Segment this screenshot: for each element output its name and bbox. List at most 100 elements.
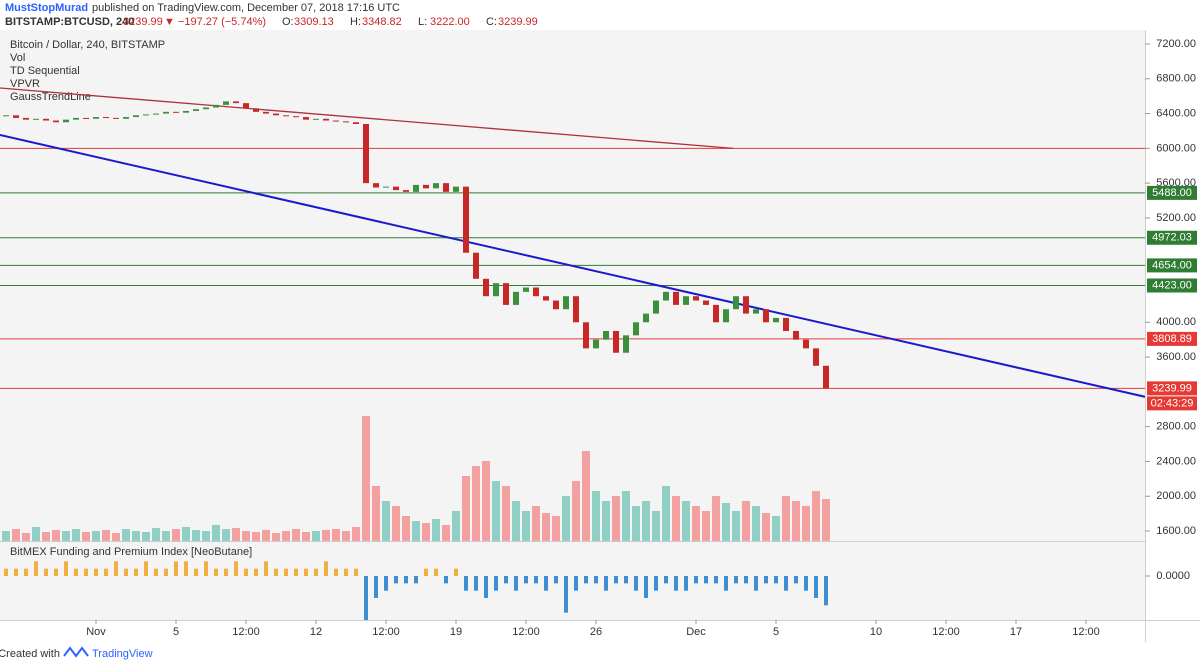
volume-bar xyxy=(212,525,220,541)
candle xyxy=(253,108,259,112)
volume-bar xyxy=(432,519,440,541)
candle xyxy=(593,339,599,349)
volume-bar xyxy=(62,531,70,541)
candle xyxy=(823,365,829,389)
volume-bar xyxy=(362,416,370,541)
volume-bar xyxy=(732,511,740,541)
candle xyxy=(533,287,539,297)
y-tick-label: 2800.00 xyxy=(1156,421,1196,433)
x-tick-label: 12 xyxy=(310,626,322,638)
price-label-box xyxy=(1147,230,1197,245)
candle xyxy=(133,115,139,118)
candle xyxy=(603,330,609,340)
candle xyxy=(633,322,639,336)
volume-bar xyxy=(392,506,400,541)
volume-bar xyxy=(452,511,460,541)
volume-bar xyxy=(492,481,500,541)
volume-bar xyxy=(112,533,120,541)
y-tick-label: 1600.00 xyxy=(1156,525,1196,537)
price-label-box xyxy=(1147,258,1197,273)
funding-bar xyxy=(224,568,228,576)
candle xyxy=(493,283,499,297)
x-tick-label: 12:00 xyxy=(372,626,400,638)
symbol: BITSTAMP:BTCUSD, 240 xyxy=(5,16,134,28)
volume-bar xyxy=(462,476,470,541)
candle xyxy=(323,118,329,121)
candle xyxy=(773,317,779,323)
candle xyxy=(393,186,399,191)
candle xyxy=(293,116,299,118)
ohlc-key: H: xyxy=(350,16,361,28)
volume-bar xyxy=(252,532,260,541)
funding-bar xyxy=(544,576,548,591)
candle xyxy=(403,190,409,192)
volume-bar xyxy=(172,529,180,541)
funding-bar xyxy=(654,576,658,591)
volume-bar xyxy=(232,528,240,541)
funding-bar xyxy=(714,576,718,584)
trendline xyxy=(0,133,1145,398)
footer-brand[interactable]: TradingView xyxy=(92,648,153,660)
price-label: 3808.89 xyxy=(1152,333,1192,345)
x-tick-label: 12:00 xyxy=(1072,626,1100,638)
volume-bar xyxy=(102,530,110,541)
pane-title: BitMEX Funding and Premium Index [NeoBut… xyxy=(10,546,252,558)
funding-bar xyxy=(774,576,778,584)
funding-bar xyxy=(54,568,58,576)
volume-bar xyxy=(12,529,20,541)
y-tick-label: 7200.00 xyxy=(1156,38,1196,50)
funding-bar xyxy=(144,561,148,576)
candle xyxy=(63,119,69,123)
candle xyxy=(303,117,309,120)
funding-bar xyxy=(724,576,728,591)
candle xyxy=(453,186,459,192)
ohlc-key: L: xyxy=(418,16,427,28)
candle xyxy=(263,111,269,114)
price-label-box xyxy=(1147,185,1197,200)
volume-bar xyxy=(712,496,720,541)
legend-item: VPVR xyxy=(10,78,40,90)
x-tick-label: 5 xyxy=(173,626,179,638)
volume-bar xyxy=(482,461,490,541)
legend-item: Bitcoin / Dollar, 240, BITSTAMP xyxy=(10,39,165,51)
funding-bar xyxy=(414,576,418,584)
funding-bar xyxy=(134,568,138,576)
volume-bar xyxy=(222,529,230,541)
volume-bar xyxy=(812,491,820,541)
candle xyxy=(313,118,319,120)
funding-bar xyxy=(494,576,498,591)
funding-bar xyxy=(14,568,18,576)
countdown: 02:43:29 xyxy=(1151,397,1194,409)
y-tick-label: 2400.00 xyxy=(1156,455,1196,467)
funding-bar xyxy=(264,561,268,576)
funding-bar xyxy=(804,576,808,591)
legend-item: TD Sequential xyxy=(10,65,80,77)
funding-bar xyxy=(514,576,518,591)
funding-bar xyxy=(404,576,408,584)
volume-bar xyxy=(242,531,250,541)
candle xyxy=(793,330,799,340)
volume-bar xyxy=(82,532,90,541)
volume-bar xyxy=(802,506,810,541)
candle xyxy=(153,113,159,115)
funding-bar xyxy=(704,576,708,584)
volume-bar xyxy=(612,496,620,541)
volume-bar xyxy=(672,496,680,541)
candle xyxy=(283,115,289,117)
trendline xyxy=(0,87,734,150)
volume-bar xyxy=(192,530,200,541)
funding-bar xyxy=(344,568,348,576)
y-tick-label: 6800.00 xyxy=(1156,73,1196,85)
ohlc-value: 3348.82 xyxy=(362,16,402,28)
funding-bar xyxy=(384,576,388,591)
volume-bar xyxy=(292,529,300,541)
candle xyxy=(83,117,89,119)
candle xyxy=(213,104,219,108)
funding-bar xyxy=(124,568,128,576)
candle xyxy=(123,117,129,119)
volume-bar xyxy=(582,451,590,541)
funding-bar xyxy=(284,568,288,576)
volume-bar xyxy=(762,513,770,541)
author[interactable]: MustStopMurad xyxy=(5,2,88,14)
volume-bar xyxy=(262,530,270,541)
